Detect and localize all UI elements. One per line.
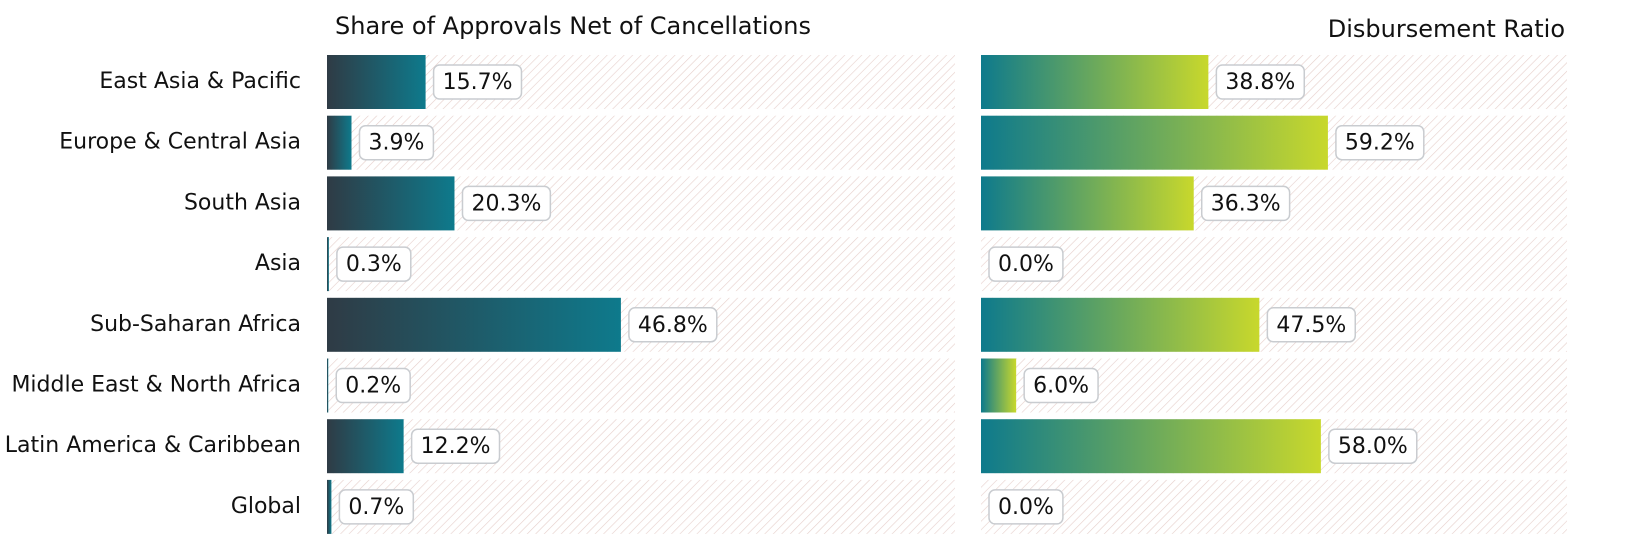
value-label-box	[461, 185, 552, 222]
value-label-box	[1200, 185, 1291, 222]
category-label: Middle East & North Africa	[11, 373, 301, 398]
bar-background	[981, 479, 1567, 534]
bar	[327, 358, 329, 413]
value-label: 0.2%	[345, 374, 401, 399]
bar-background	[327, 55, 955, 109]
value-label-box	[1266, 307, 1356, 343]
bar	[327, 55, 426, 109]
bar	[981, 55, 1209, 109]
value-label: 36.3%	[1211, 191, 1281, 216]
value-label: 3.9%	[368, 131, 424, 156]
value-label: 0.0%	[998, 495, 1054, 520]
bar-background	[327, 358, 955, 413]
value-label: 59.2%	[1345, 131, 1415, 156]
value-label: 6.0%	[1033, 374, 1089, 399]
value-label-box	[410, 428, 501, 464]
bar-background	[327, 479, 955, 534]
value-label: 47.5%	[1276, 313, 1346, 338]
value-label: 38.8%	[1225, 70, 1295, 95]
value-label-box	[1215, 64, 1306, 100]
value-label: 12.2%	[421, 434, 491, 459]
value-label-box	[335, 367, 411, 404]
bar	[981, 115, 1328, 170]
bar	[327, 297, 621, 352]
value-label-box	[1328, 428, 1418, 464]
bar-background	[327, 237, 955, 292]
value-label-box	[1335, 124, 1425, 161]
value-label-box	[336, 246, 412, 282]
category-label: East Asia & Pacific	[99, 69, 301, 94]
bar	[327, 419, 404, 474]
value-label-box	[338, 489, 415, 525]
value-label: 0.7%	[348, 495, 404, 520]
bar	[327, 479, 332, 534]
bar-background	[981, 237, 1567, 292]
category-label: Asia	[255, 251, 301, 276]
value-label: 20.3%	[471, 191, 541, 216]
bar	[327, 237, 329, 292]
value-label-box	[988, 489, 1064, 525]
value-label: 58.0%	[1338, 434, 1408, 459]
value-label-box	[358, 124, 435, 161]
value-label: 0.0%	[998, 252, 1054, 277]
value-label: 46.8%	[638, 313, 708, 338]
value-label-box	[628, 307, 718, 343]
bar	[981, 297, 1260, 352]
bar	[327, 115, 352, 170]
chart-title: Disbursement Ratio	[1328, 15, 1565, 43]
value-label-box	[988, 246, 1064, 282]
category-label: Global	[231, 494, 301, 519]
bar	[981, 176, 1194, 231]
bar	[327, 176, 455, 231]
value-label: 15.7%	[443, 70, 513, 95]
value-label-box	[432, 64, 523, 100]
category-label: Europe & Central Asia	[59, 130, 301, 155]
value-label-box	[1023, 367, 1099, 404]
category-label: South Asia	[184, 190, 301, 215]
bar	[981, 419, 1321, 474]
category-label: Sub-Saharan Africa	[90, 312, 301, 337]
chart-title: Share of Approvals Net of Cancellations	[335, 12, 811, 40]
value-label: 0.3%	[346, 252, 402, 277]
category-label: Latin America & Caribbean	[5, 433, 301, 458]
bar	[981, 358, 1017, 413]
